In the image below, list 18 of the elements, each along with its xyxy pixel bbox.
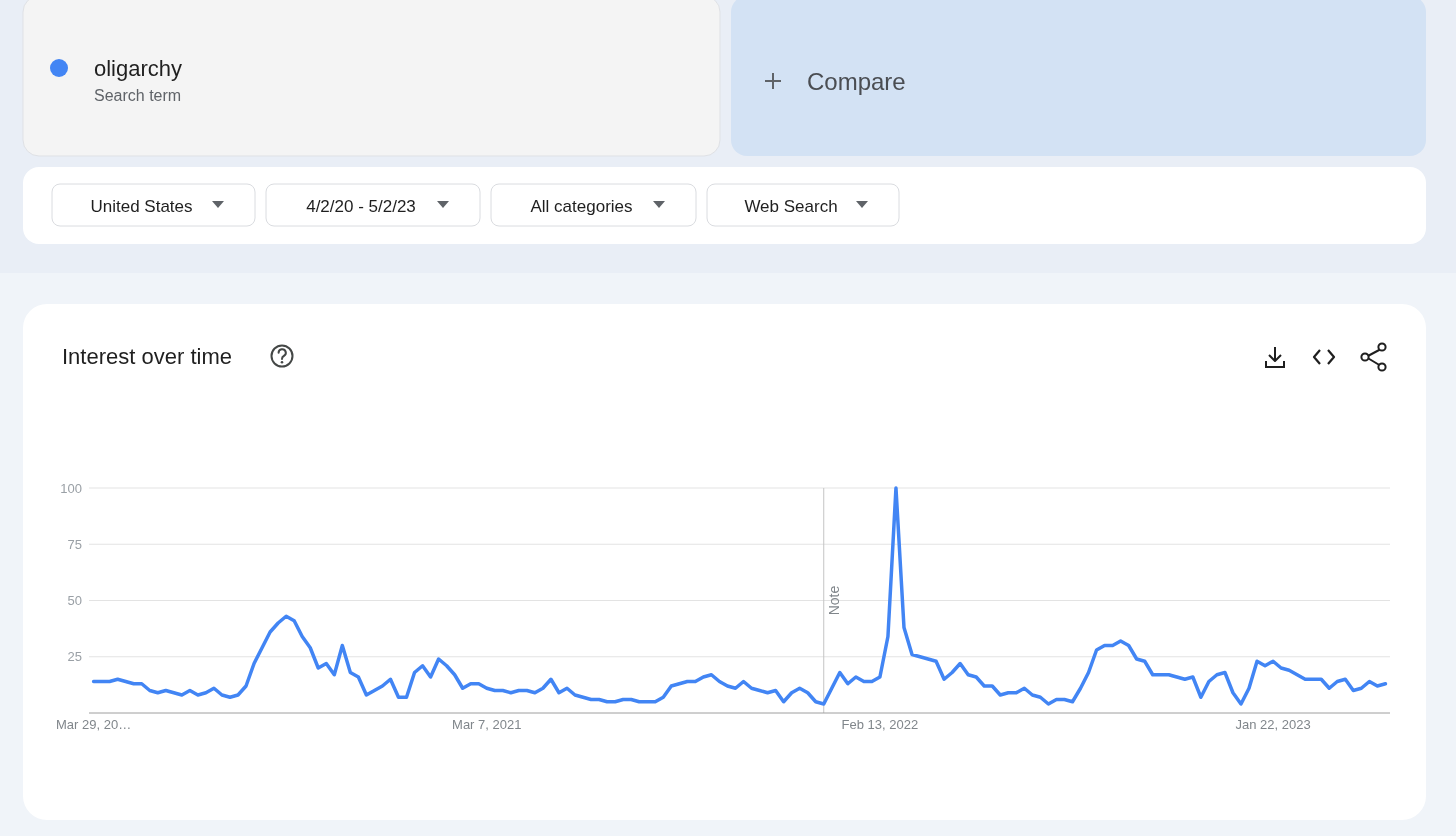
text: 4/2/20 - 5/2/23: [306, 197, 416, 216]
y-tick-label: 50: [67, 593, 82, 609]
legend-label: oligarchy: [94, 56, 183, 81]
x-tick-label: Mar 7, 2021: [452, 717, 522, 732]
x-tick-label: Feb 13, 2022: [841, 717, 919, 732]
text: United States: [90, 197, 193, 216]
x-tick-label: Jan 22, 2023: [1235, 717, 1311, 732]
text: All categories: [530, 197, 633, 216]
ref-line-label: Note: [825, 585, 842, 616]
y-tick-label: 100: [60, 480, 82, 496]
text: Web Search: [744, 197, 838, 216]
line-series: [91, 486, 1388, 706]
chart-title: Interest over time: [62, 344, 232, 369]
text: Search term: [94, 87, 182, 104]
y-tick-label: 75: [67, 536, 82, 552]
text: Compare: [807, 68, 906, 95]
x-tick-label: Mar 29, 20…: [56, 717, 132, 732]
y-tick-label: 25: [67, 649, 82, 665]
